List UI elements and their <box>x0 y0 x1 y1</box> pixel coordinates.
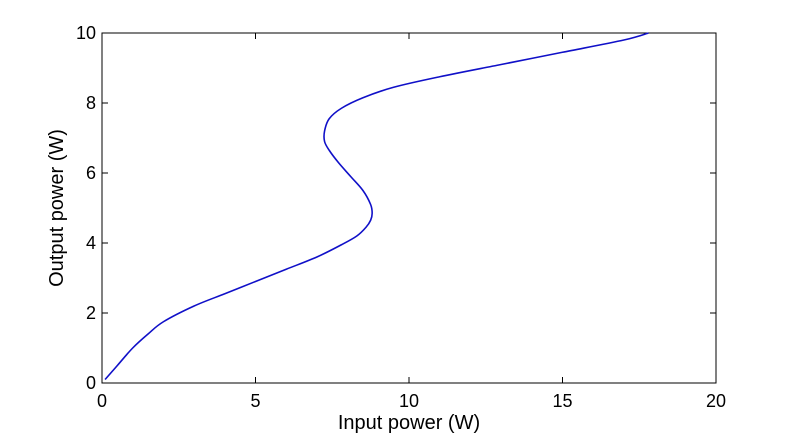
x-tick-label: 15 <box>552 391 572 411</box>
x-tick-label: 10 <box>399 391 419 411</box>
ticks <box>101 32 717 384</box>
y-tick-label: 10 <box>76 23 96 43</box>
x-tick-label: 20 <box>706 391 726 411</box>
y-tick-label: 4 <box>86 233 96 253</box>
x-tick-label: 5 <box>250 391 260 411</box>
y-tick-label: 2 <box>86 303 96 323</box>
plot-area <box>101 32 717 384</box>
series-line <box>104 32 649 381</box>
y-tick-label: 0 <box>86 373 96 393</box>
y-axis-title: Output power (W) <box>46 129 68 287</box>
y-tick-label: 8 <box>86 93 96 113</box>
y-tick-label: 6 <box>86 163 96 183</box>
x-tick-label: 0 <box>97 391 107 411</box>
x-axis-title: Input power (W) <box>338 412 480 434</box>
tick-labels: 0 5 10 15 20 0 2 4 6 8 10 <box>76 23 726 411</box>
series-layer <box>104 32 649 381</box>
